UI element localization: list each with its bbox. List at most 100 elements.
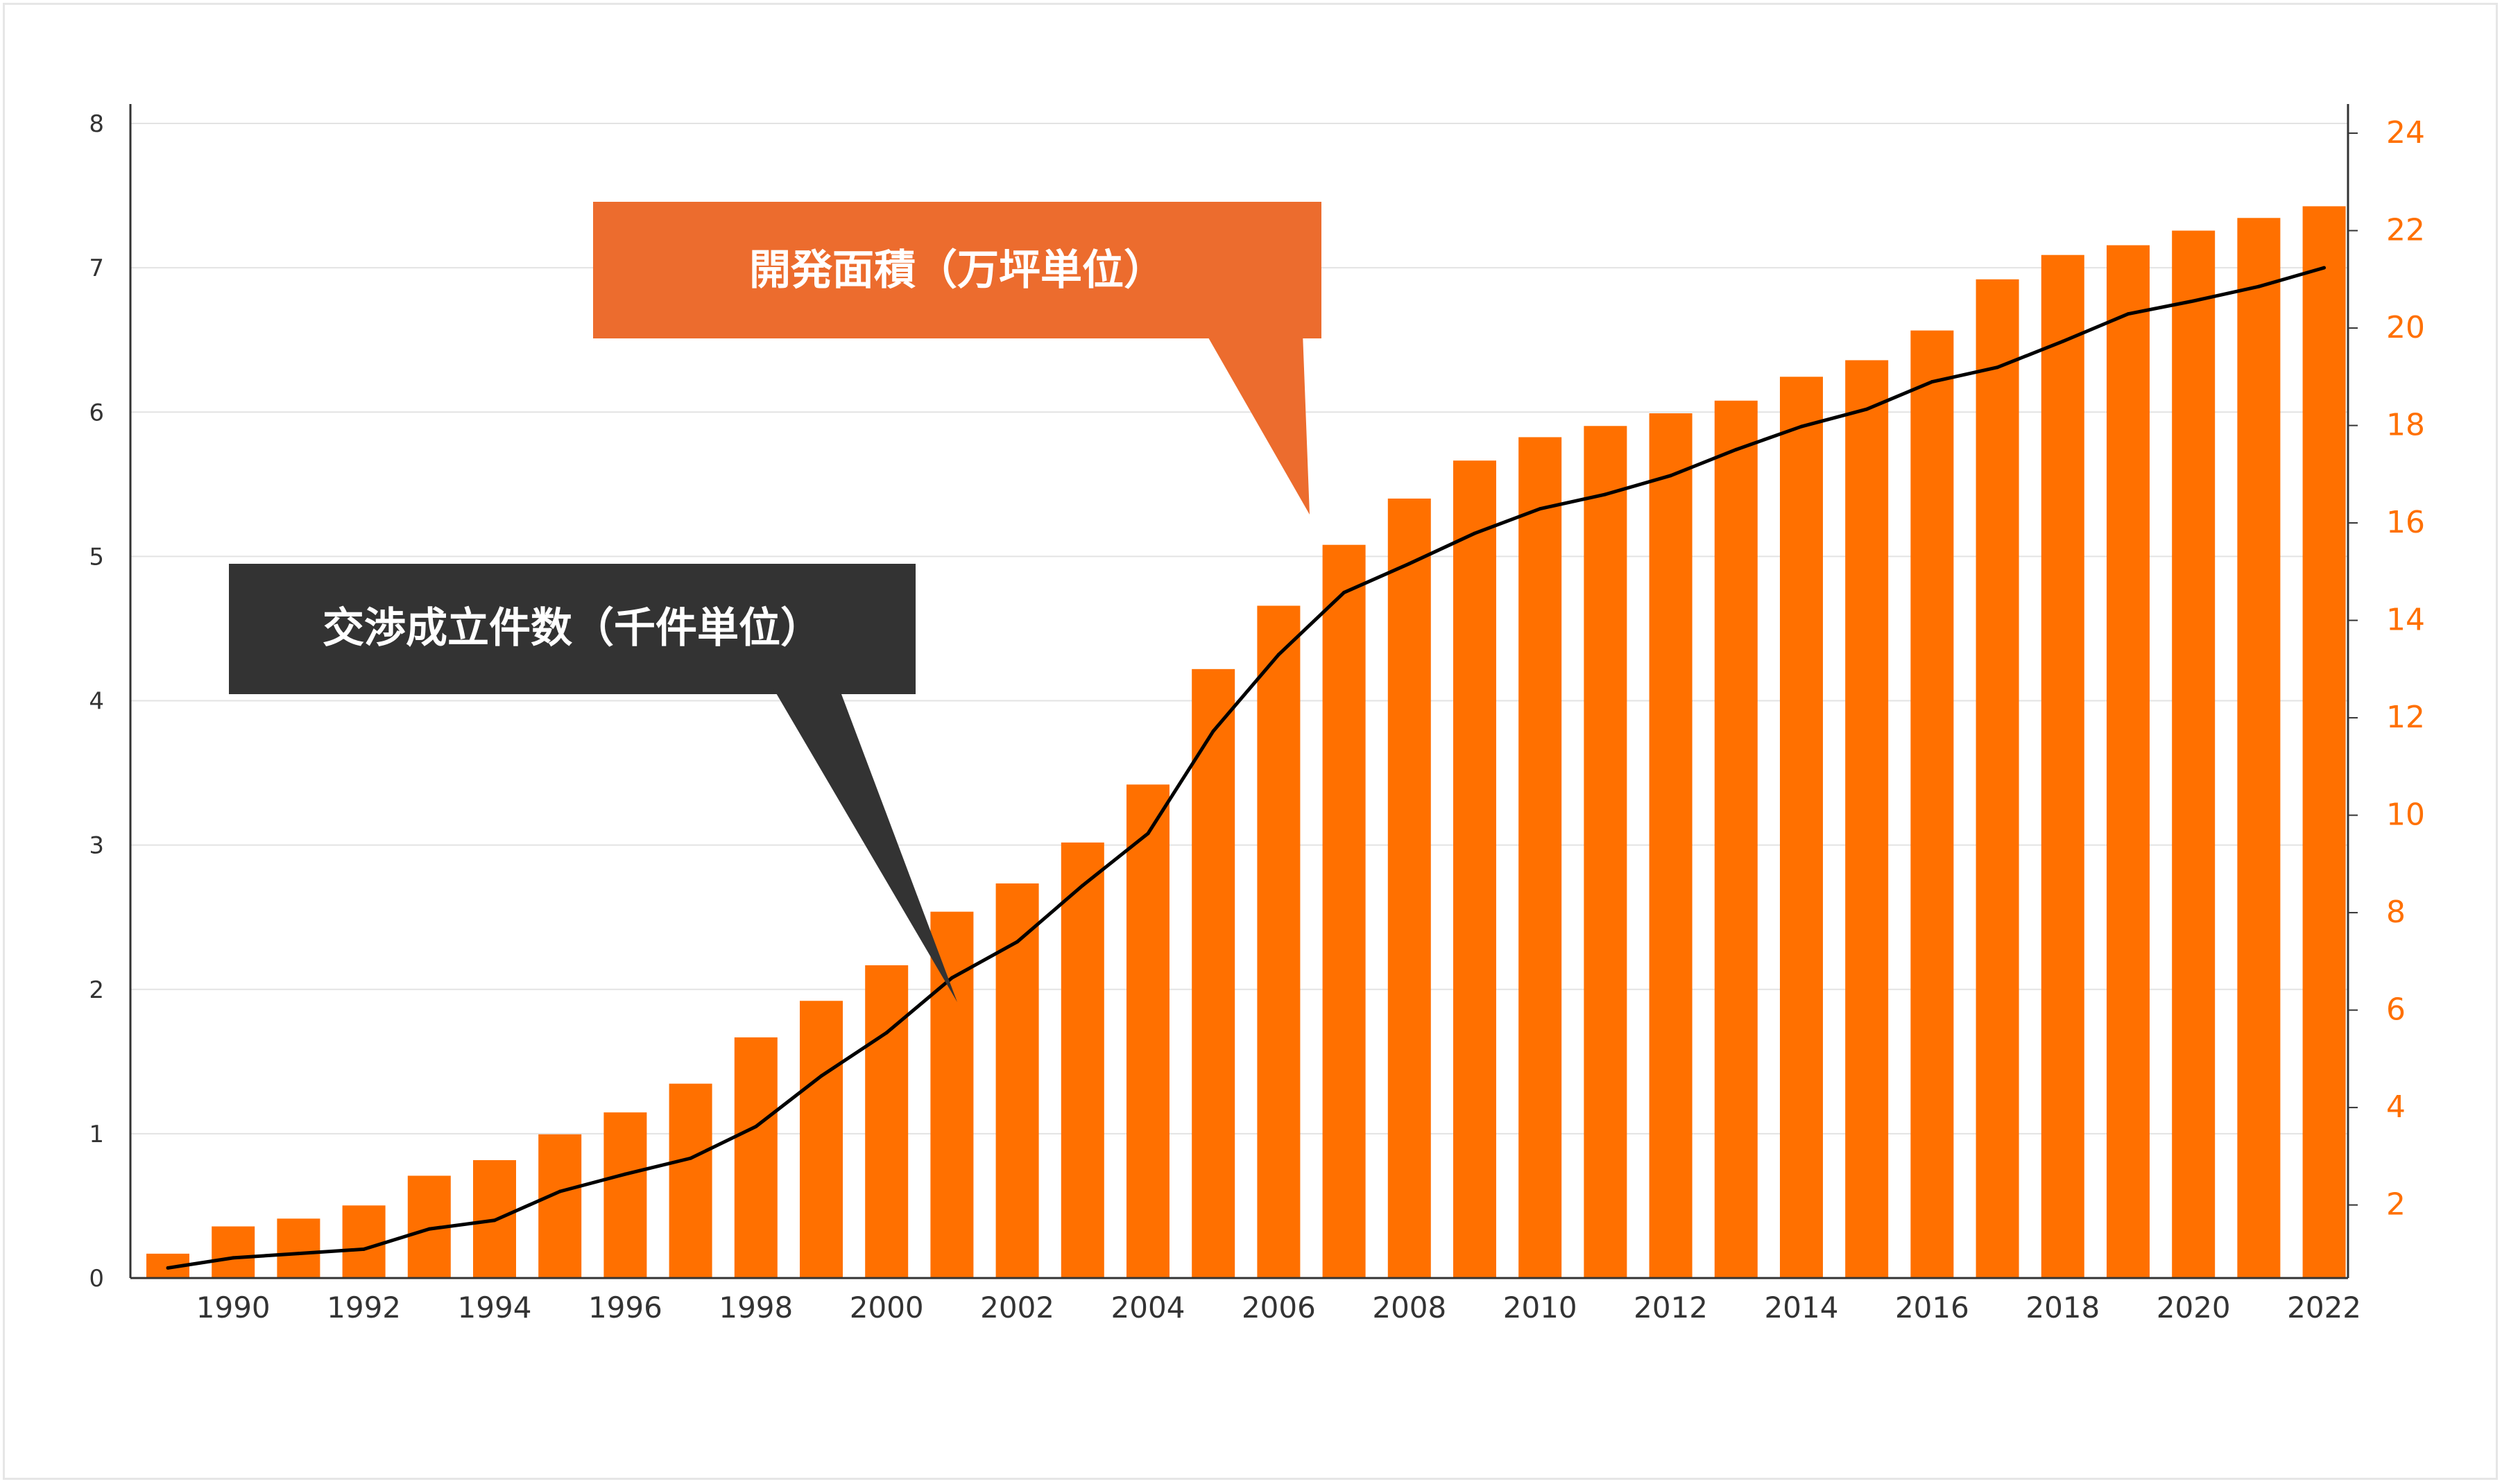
right-tick-label: 16 xyxy=(2386,505,2425,540)
x-tick-label: 2000 xyxy=(850,1291,924,1325)
callout-development-area-label: 開発面積（万坪単位） xyxy=(749,246,1165,295)
right-tick-label: 8 xyxy=(2386,895,2406,930)
left-tick-label: 7 xyxy=(89,254,104,282)
bar xyxy=(1845,360,1889,1278)
line-point xyxy=(492,1218,497,1223)
line-point xyxy=(1996,365,2000,370)
line-point xyxy=(1016,940,1020,944)
bar xyxy=(2172,230,2216,1278)
line-point xyxy=(1407,562,1412,566)
bar xyxy=(1910,330,1954,1279)
x-tick-label: 2014 xyxy=(1765,1291,1839,1325)
bar xyxy=(277,1218,320,1278)
x-tick-label: 2018 xyxy=(2025,1291,2100,1325)
line-point xyxy=(1865,407,1869,411)
bar xyxy=(1780,377,1823,1279)
bar xyxy=(538,1134,582,1278)
left-tick-label: 2 xyxy=(89,976,104,1004)
line-series xyxy=(166,266,2327,1270)
left-tick-label: 8 xyxy=(89,110,104,138)
callout-development-area: 開発面積（万坪単位） xyxy=(593,202,1321,515)
right-tick-label: 6 xyxy=(2386,992,2406,1028)
line-point xyxy=(2256,284,2261,288)
right-tick-label: 20 xyxy=(2386,310,2425,345)
line-point xyxy=(1799,424,1803,429)
line-point xyxy=(1538,507,1542,511)
bar xyxy=(342,1205,386,1278)
bar xyxy=(1649,413,1693,1278)
bar xyxy=(1257,605,1301,1278)
line-point xyxy=(1734,447,1738,451)
bar xyxy=(2041,254,2084,1278)
x-tick-label: 2022 xyxy=(2287,1291,2361,1325)
line-point xyxy=(166,1266,170,1270)
bar xyxy=(1322,544,1366,1278)
line-point xyxy=(1276,653,1280,657)
x-tick-label: 2008 xyxy=(1372,1291,1446,1325)
x-tick-label: 2006 xyxy=(1242,1291,1316,1325)
right-tick-label: 18 xyxy=(2386,408,2425,443)
x-tick-label: 2010 xyxy=(1503,1291,1577,1325)
line-point xyxy=(296,1252,300,1256)
line-point xyxy=(1669,474,1673,478)
line-point xyxy=(2322,266,2327,270)
line-point xyxy=(1342,590,1346,594)
left-tick-label: 0 xyxy=(89,1265,104,1293)
line-point xyxy=(754,1124,758,1128)
line-point xyxy=(362,1247,366,1251)
left-axis-ticks: 0 1 2 3 4 5 6 7 8 xyxy=(89,110,104,1293)
right-tick-label: 2 xyxy=(2386,1187,2406,1223)
callout-negotiation-count: 交渉成立件数（千件単位） xyxy=(229,564,957,1002)
bar xyxy=(1976,279,2019,1279)
line-point xyxy=(884,1030,889,1035)
bar xyxy=(800,1001,843,1278)
line-point xyxy=(1930,380,1934,384)
bar xyxy=(865,965,909,1278)
right-tick-label: 4 xyxy=(2386,1089,2406,1125)
line-point xyxy=(950,976,954,980)
line-point xyxy=(1211,729,1215,733)
line-point xyxy=(1081,883,1085,888)
bar xyxy=(1453,460,1496,1279)
line-point xyxy=(427,1227,431,1231)
x-tick-label: 2012 xyxy=(1634,1291,1708,1325)
left-tick-label: 3 xyxy=(89,832,104,860)
left-tick-label: 5 xyxy=(89,543,104,571)
bar xyxy=(669,1083,712,1278)
axes xyxy=(129,104,2349,1279)
bar xyxy=(2302,206,2346,1278)
x-tick-label: 1992 xyxy=(327,1291,401,1325)
line-point xyxy=(2191,299,2195,303)
line-point xyxy=(558,1189,562,1193)
line-point xyxy=(2126,312,2130,316)
line-point xyxy=(2061,339,2065,343)
x-tick-label: 2016 xyxy=(1895,1291,1969,1325)
x-tick-label: 2002 xyxy=(980,1291,1054,1325)
x-tick-label: 1996 xyxy=(588,1291,662,1325)
left-tick-label: 1 xyxy=(89,1121,104,1148)
bar xyxy=(603,1112,647,1278)
bar xyxy=(1714,400,1758,1278)
line-point xyxy=(1146,831,1150,836)
left-tick-label: 6 xyxy=(89,399,104,426)
x-tick-label: 2020 xyxy=(2157,1291,2231,1325)
line-point xyxy=(689,1156,693,1160)
right-tick-label: 10 xyxy=(2386,797,2425,833)
x-axis-ticks: 1990 1992 1994 1996 1998 2000 2002 2004 2006 2008… xyxy=(196,1291,2361,1325)
bar xyxy=(1061,842,1104,1278)
right-tick-label: 14 xyxy=(2386,603,2425,638)
line-point xyxy=(1603,492,1607,497)
right-tick-label: 12 xyxy=(2386,700,2425,735)
x-tick-label: 1990 xyxy=(196,1291,271,1325)
x-tick-label: 1994 xyxy=(458,1291,532,1325)
bar xyxy=(1584,426,1627,1278)
bar xyxy=(734,1037,778,1278)
x-tick-label: 2004 xyxy=(1111,1291,1185,1325)
bar xyxy=(1387,498,1431,1278)
left-tick-label: 4 xyxy=(89,688,104,716)
bar xyxy=(2107,245,2150,1278)
line-path xyxy=(167,266,2325,1270)
bar xyxy=(1192,668,1235,1278)
